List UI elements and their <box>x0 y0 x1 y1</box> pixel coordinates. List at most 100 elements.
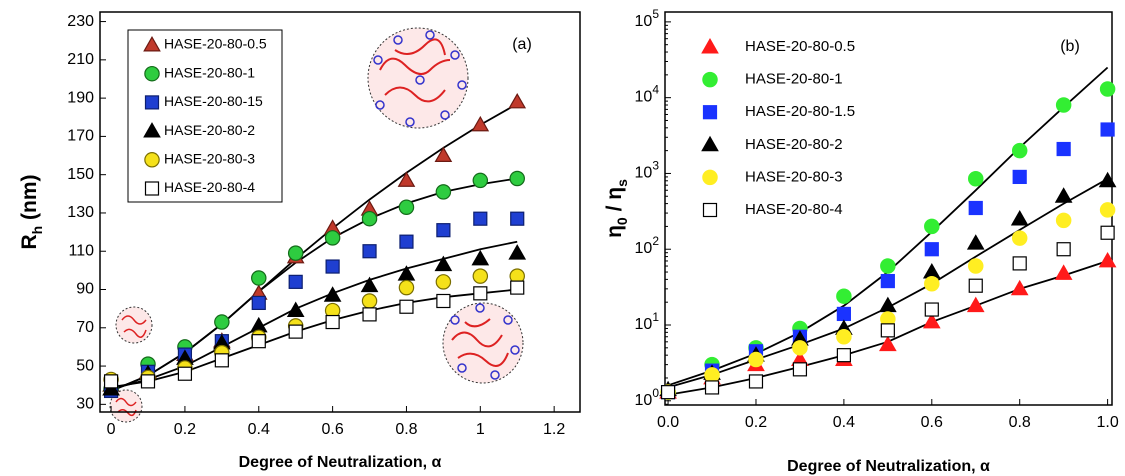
marker <box>966 296 985 313</box>
y-label-subscript: h <box>29 226 45 235</box>
marker <box>924 242 939 257</box>
marker <box>702 169 718 186</box>
marker <box>880 273 895 289</box>
marker <box>323 286 342 302</box>
marker <box>967 171 984 187</box>
marker <box>836 288 852 304</box>
y-tick-label: 105 <box>635 7 660 30</box>
x-tick-label: 0.8 <box>395 421 417 438</box>
marker <box>836 328 852 345</box>
y-tick-label: 210 <box>67 51 94 68</box>
marker <box>1056 242 1071 257</box>
marker <box>792 362 808 377</box>
marker <box>324 230 341 246</box>
marker <box>214 314 230 330</box>
marker <box>288 274 303 289</box>
marker <box>704 367 720 383</box>
marker <box>968 200 983 216</box>
marker <box>471 249 490 266</box>
legend-label: HASE-20-80-0.5 <box>745 38 855 55</box>
marker <box>966 234 985 250</box>
marker <box>251 270 267 286</box>
marker <box>361 210 378 227</box>
micelle-cartoon <box>442 302 524 384</box>
marker <box>836 306 851 322</box>
x-tick-label: 0 <box>107 421 116 438</box>
coil-cartoon <box>109 306 153 423</box>
panel-label: (b) <box>1060 38 1080 55</box>
x-tick-label: 0.8 <box>1009 414 1031 431</box>
legend-label: HASE-20-80-1 <box>745 71 843 88</box>
y-tick-label: 110 <box>68 242 94 259</box>
marker <box>880 323 895 338</box>
marker <box>1098 251 1117 268</box>
marker <box>288 324 303 339</box>
marker <box>435 184 452 200</box>
legend-label: HASE-20-80-3 <box>745 168 843 185</box>
marker <box>510 280 525 295</box>
y-tick-label: 70 <box>76 319 94 336</box>
marker <box>1099 81 1116 97</box>
marker <box>325 259 340 274</box>
marker <box>436 293 451 309</box>
panel-label: (a) <box>512 36 532 53</box>
marker <box>924 276 940 292</box>
marker <box>704 380 720 395</box>
marker <box>1055 97 1072 113</box>
y-tick-label: 230 <box>67 13 94 30</box>
y-label-part: η <box>603 225 626 238</box>
marker <box>1012 169 1027 185</box>
x-tick-label: 1.0 <box>1096 414 1118 431</box>
x-tick-label: 1 <box>476 421 485 438</box>
y-tick-label: 170 <box>67 128 94 145</box>
y-tick-label: 50 <box>76 357 94 374</box>
y-tick-label: 104 <box>635 83 660 106</box>
marker <box>361 293 378 309</box>
x-tick-label: 0.6 <box>321 421 343 438</box>
marker <box>397 171 416 187</box>
y-label-subscript: 0 <box>614 217 630 225</box>
marker <box>879 335 897 352</box>
chart-panel: 0.0 0.2 0.4 0.6 0.8 1.0100101102103104105Degr… <box>603 7 1119 475</box>
marker <box>748 351 764 368</box>
marker <box>701 37 719 54</box>
tick-exponent: 5 <box>652 7 659 21</box>
marker <box>398 279 415 296</box>
marker <box>1011 142 1028 159</box>
marker <box>251 295 266 311</box>
legend-label: HASE-20-80-1.5 <box>745 103 855 120</box>
marker <box>1098 171 1117 188</box>
marker <box>1100 225 1115 240</box>
x-tick-label: 1.2 <box>543 421 565 438</box>
marker <box>360 276 379 293</box>
marker <box>362 244 377 259</box>
marker <box>434 255 453 272</box>
marker <box>287 245 304 261</box>
legend-label: HASE-20-80-0.5 <box>164 36 267 52</box>
y-label-part: R <box>18 234 41 249</box>
marker <box>508 92 527 109</box>
tick-exponent: 4 <box>652 83 659 97</box>
marker <box>214 353 229 368</box>
y-tick-label: 30 <box>76 396 94 413</box>
marker <box>1010 279 1029 296</box>
y-tick-label: 100 <box>635 386 660 409</box>
marker <box>922 312 941 329</box>
marker <box>1056 141 1071 157</box>
marker <box>968 278 983 293</box>
tick-base: 10 <box>635 13 653 30</box>
x-tick-label: 0.0 <box>657 414 679 431</box>
marker <box>397 265 416 281</box>
y-tick-label: 150 <box>67 166 94 183</box>
tick-base: 10 <box>635 316 653 333</box>
marker <box>143 122 161 138</box>
marker <box>473 286 488 301</box>
marker <box>702 105 718 120</box>
marker <box>140 374 156 389</box>
marker <box>836 348 851 363</box>
y-tick-label: 102 <box>635 234 660 257</box>
tick-base: 10 <box>635 89 653 106</box>
marker <box>924 302 939 317</box>
marker <box>1100 122 1115 137</box>
marker <box>436 223 451 238</box>
